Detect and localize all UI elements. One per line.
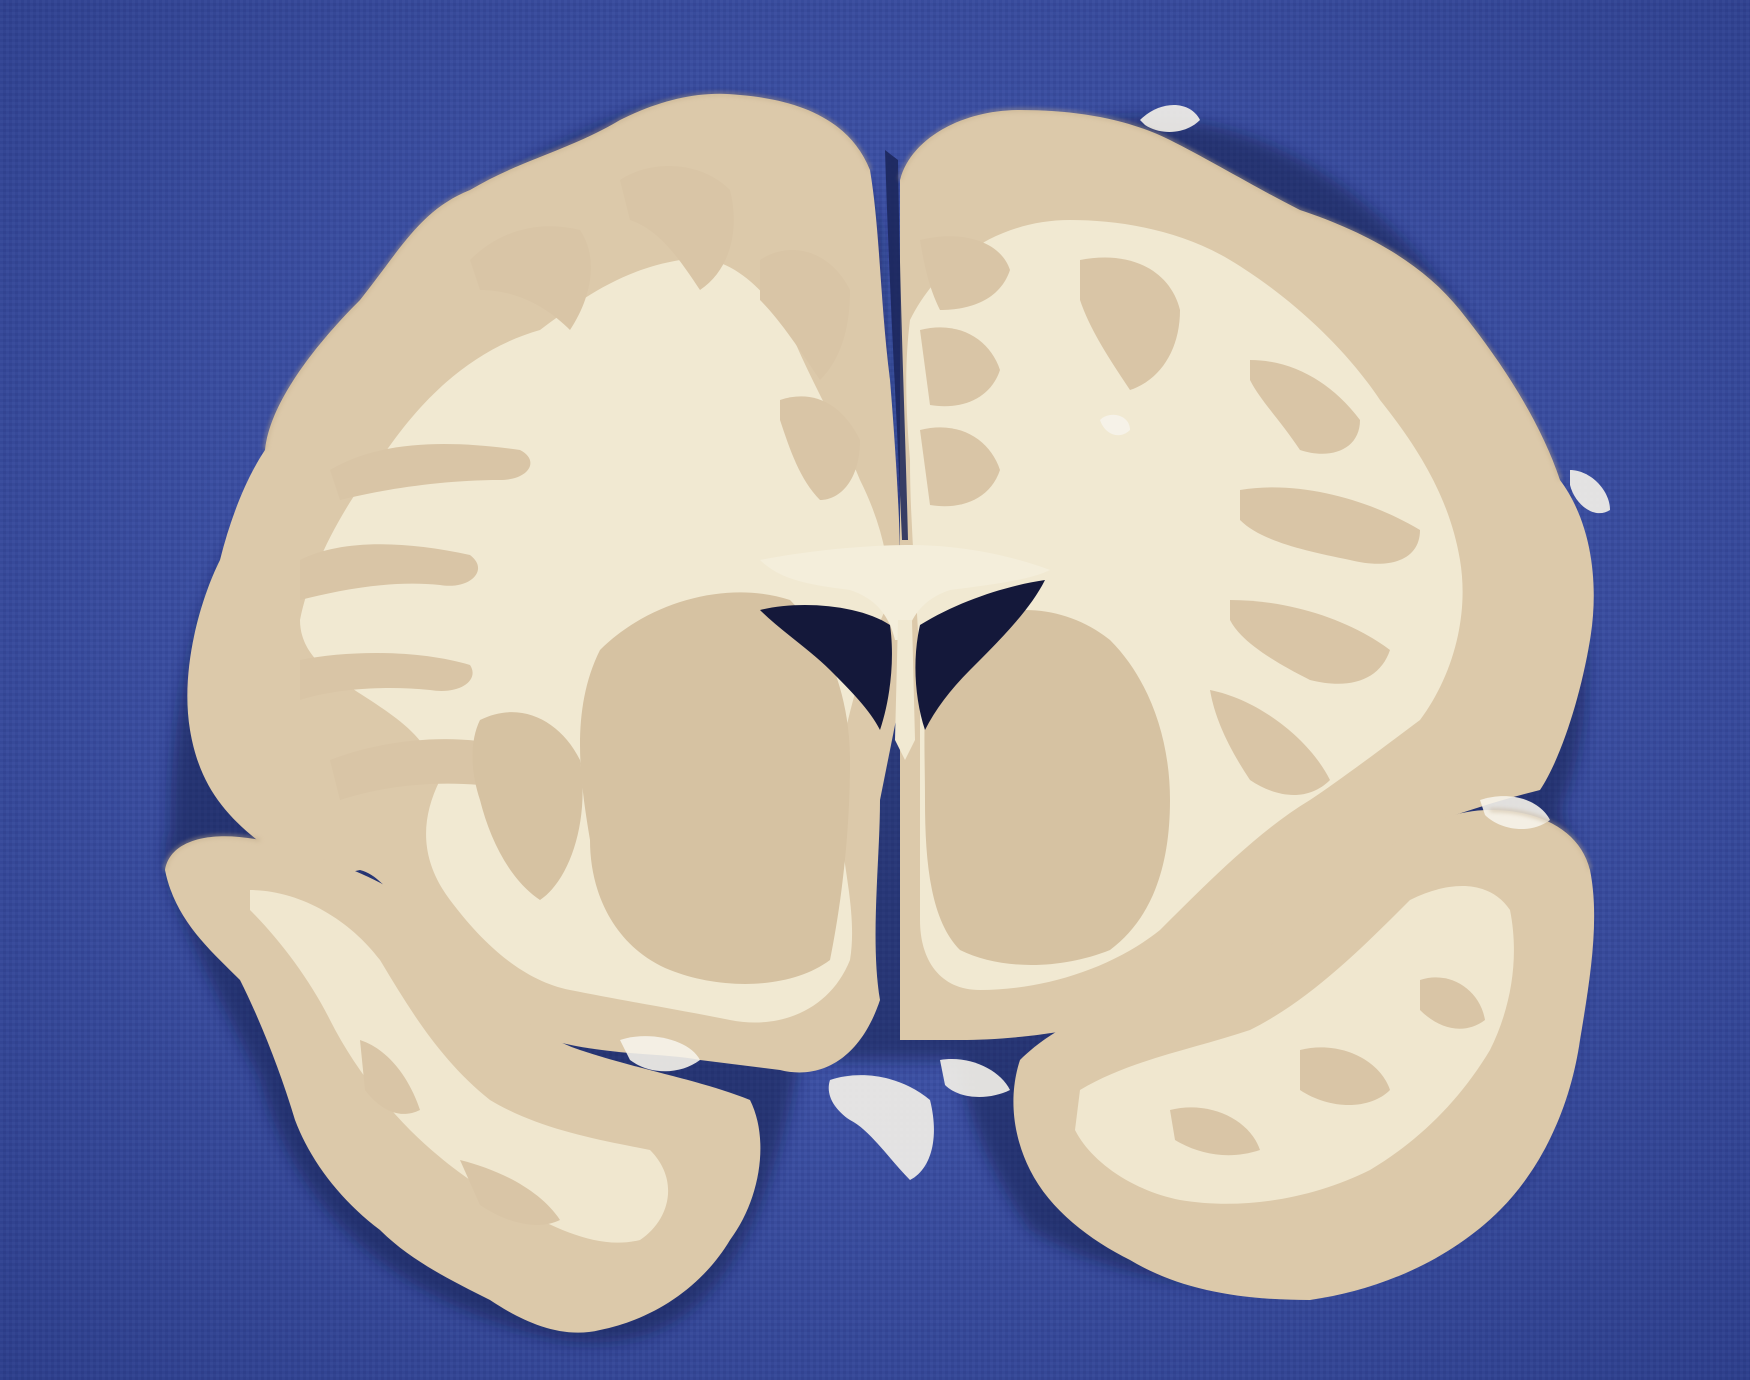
interhemispheric-fissure xyxy=(885,150,908,540)
corpus-callosum xyxy=(760,545,1050,640)
septum-pellucidum xyxy=(895,620,915,760)
left-basal-ganglia xyxy=(580,592,850,984)
specimen-edges xyxy=(163,92,1592,871)
left-lateral-ventricle xyxy=(760,605,892,730)
right-gyri xyxy=(920,236,1420,795)
right-temporal-gyri xyxy=(1170,977,1485,1156)
left-temporal-white-matter xyxy=(250,890,669,1243)
meningeal-fibers xyxy=(620,105,1610,1180)
left-gyri xyxy=(300,166,860,800)
left-temporal-gyri xyxy=(360,1040,560,1225)
right-lateral-ventricle xyxy=(915,580,1045,730)
right-basal-ganglia xyxy=(924,610,1170,965)
